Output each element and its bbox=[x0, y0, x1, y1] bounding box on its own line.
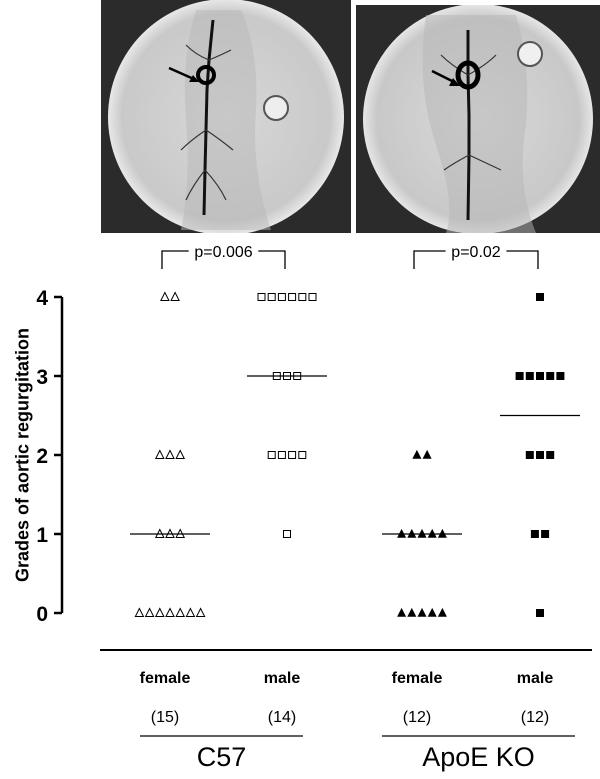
significance-bracket bbox=[413, 250, 446, 269]
data-point-square bbox=[536, 451, 544, 459]
apoe-angiogram-drawing bbox=[356, 5, 600, 233]
significance-bracket bbox=[506, 250, 539, 269]
p-value-label: p=0.006 bbox=[194, 244, 252, 261]
p-value-label: p=0.02 bbox=[451, 244, 500, 261]
data-point-triangle bbox=[195, 607, 206, 617]
y-tick-label: 2 bbox=[36, 445, 48, 468]
sample-size-label: (14) bbox=[268, 709, 296, 726]
data-point-square bbox=[525, 372, 534, 380]
y-tick-label: 1 bbox=[36, 524, 48, 547]
data-point-triangle bbox=[134, 607, 145, 617]
x-category-label: female bbox=[392, 670, 443, 687]
y-tick-label: 4 bbox=[36, 287, 48, 310]
data-point-triangle bbox=[170, 291, 180, 301]
sample-size-label: (12) bbox=[403, 709, 431, 726]
data-point-square bbox=[525, 451, 534, 459]
data-point-square bbox=[536, 609, 544, 617]
data-point-triangle bbox=[427, 607, 437, 617]
sample-size-label: (15) bbox=[151, 709, 179, 726]
significance-bracket bbox=[161, 250, 189, 269]
data-point-triangle bbox=[154, 449, 165, 459]
data-point-triangle bbox=[165, 449, 175, 459]
data-point-square bbox=[283, 530, 291, 538]
data-point-triangle bbox=[397, 607, 407, 617]
sample-size-label: (12) bbox=[521, 709, 549, 726]
data-point-triangle bbox=[160, 291, 170, 301]
data-point-square bbox=[546, 372, 555, 380]
significance-bracket bbox=[258, 250, 286, 269]
data-point-square bbox=[288, 293, 297, 301]
data-point-square bbox=[257, 293, 266, 301]
group-label-apoe-ko: ApoE KO bbox=[422, 742, 535, 772]
x-category-label: male bbox=[264, 670, 301, 687]
data-point-triangle bbox=[422, 449, 432, 459]
data-point-square bbox=[298, 293, 307, 301]
data-point-square bbox=[288, 451, 297, 459]
c57-angiogram-image bbox=[101, 0, 351, 233]
data-point-triangle bbox=[165, 607, 175, 617]
data-point-triangle bbox=[437, 607, 447, 617]
data-point-triangle bbox=[144, 607, 155, 617]
data-point-square bbox=[308, 293, 317, 301]
data-point-triangle bbox=[185, 607, 196, 617]
data-point-square bbox=[267, 451, 276, 459]
data-point-square bbox=[277, 451, 286, 459]
y-tick-label: 3 bbox=[36, 366, 48, 389]
x-category-label: male bbox=[517, 670, 554, 687]
data-point-square bbox=[546, 451, 555, 459]
data-point-square bbox=[536, 293, 544, 301]
data-point-triangle bbox=[175, 449, 186, 459]
data-point-square bbox=[556, 372, 565, 380]
data-point-triangle bbox=[407, 607, 417, 617]
data-point-triangle bbox=[175, 607, 186, 617]
y-tick-label: 0 bbox=[36, 603, 48, 626]
data-point-square bbox=[515, 372, 524, 380]
x-category-label: female bbox=[140, 670, 191, 687]
data-point-square bbox=[277, 293, 286, 301]
data-point-square bbox=[298, 451, 307, 459]
data-point-square bbox=[530, 530, 539, 538]
data-point-square bbox=[267, 293, 276, 301]
data-point-triangle bbox=[154, 607, 165, 617]
data-point-square bbox=[536, 372, 544, 380]
group-label-c57: C57 bbox=[196, 742, 247, 772]
c57-angiogram-drawing bbox=[101, 0, 351, 233]
data-point-triangle bbox=[417, 607, 427, 617]
apoe-angiogram-image bbox=[356, 5, 600, 233]
data-point-triangle bbox=[412, 449, 422, 459]
data-point-square bbox=[541, 530, 550, 538]
